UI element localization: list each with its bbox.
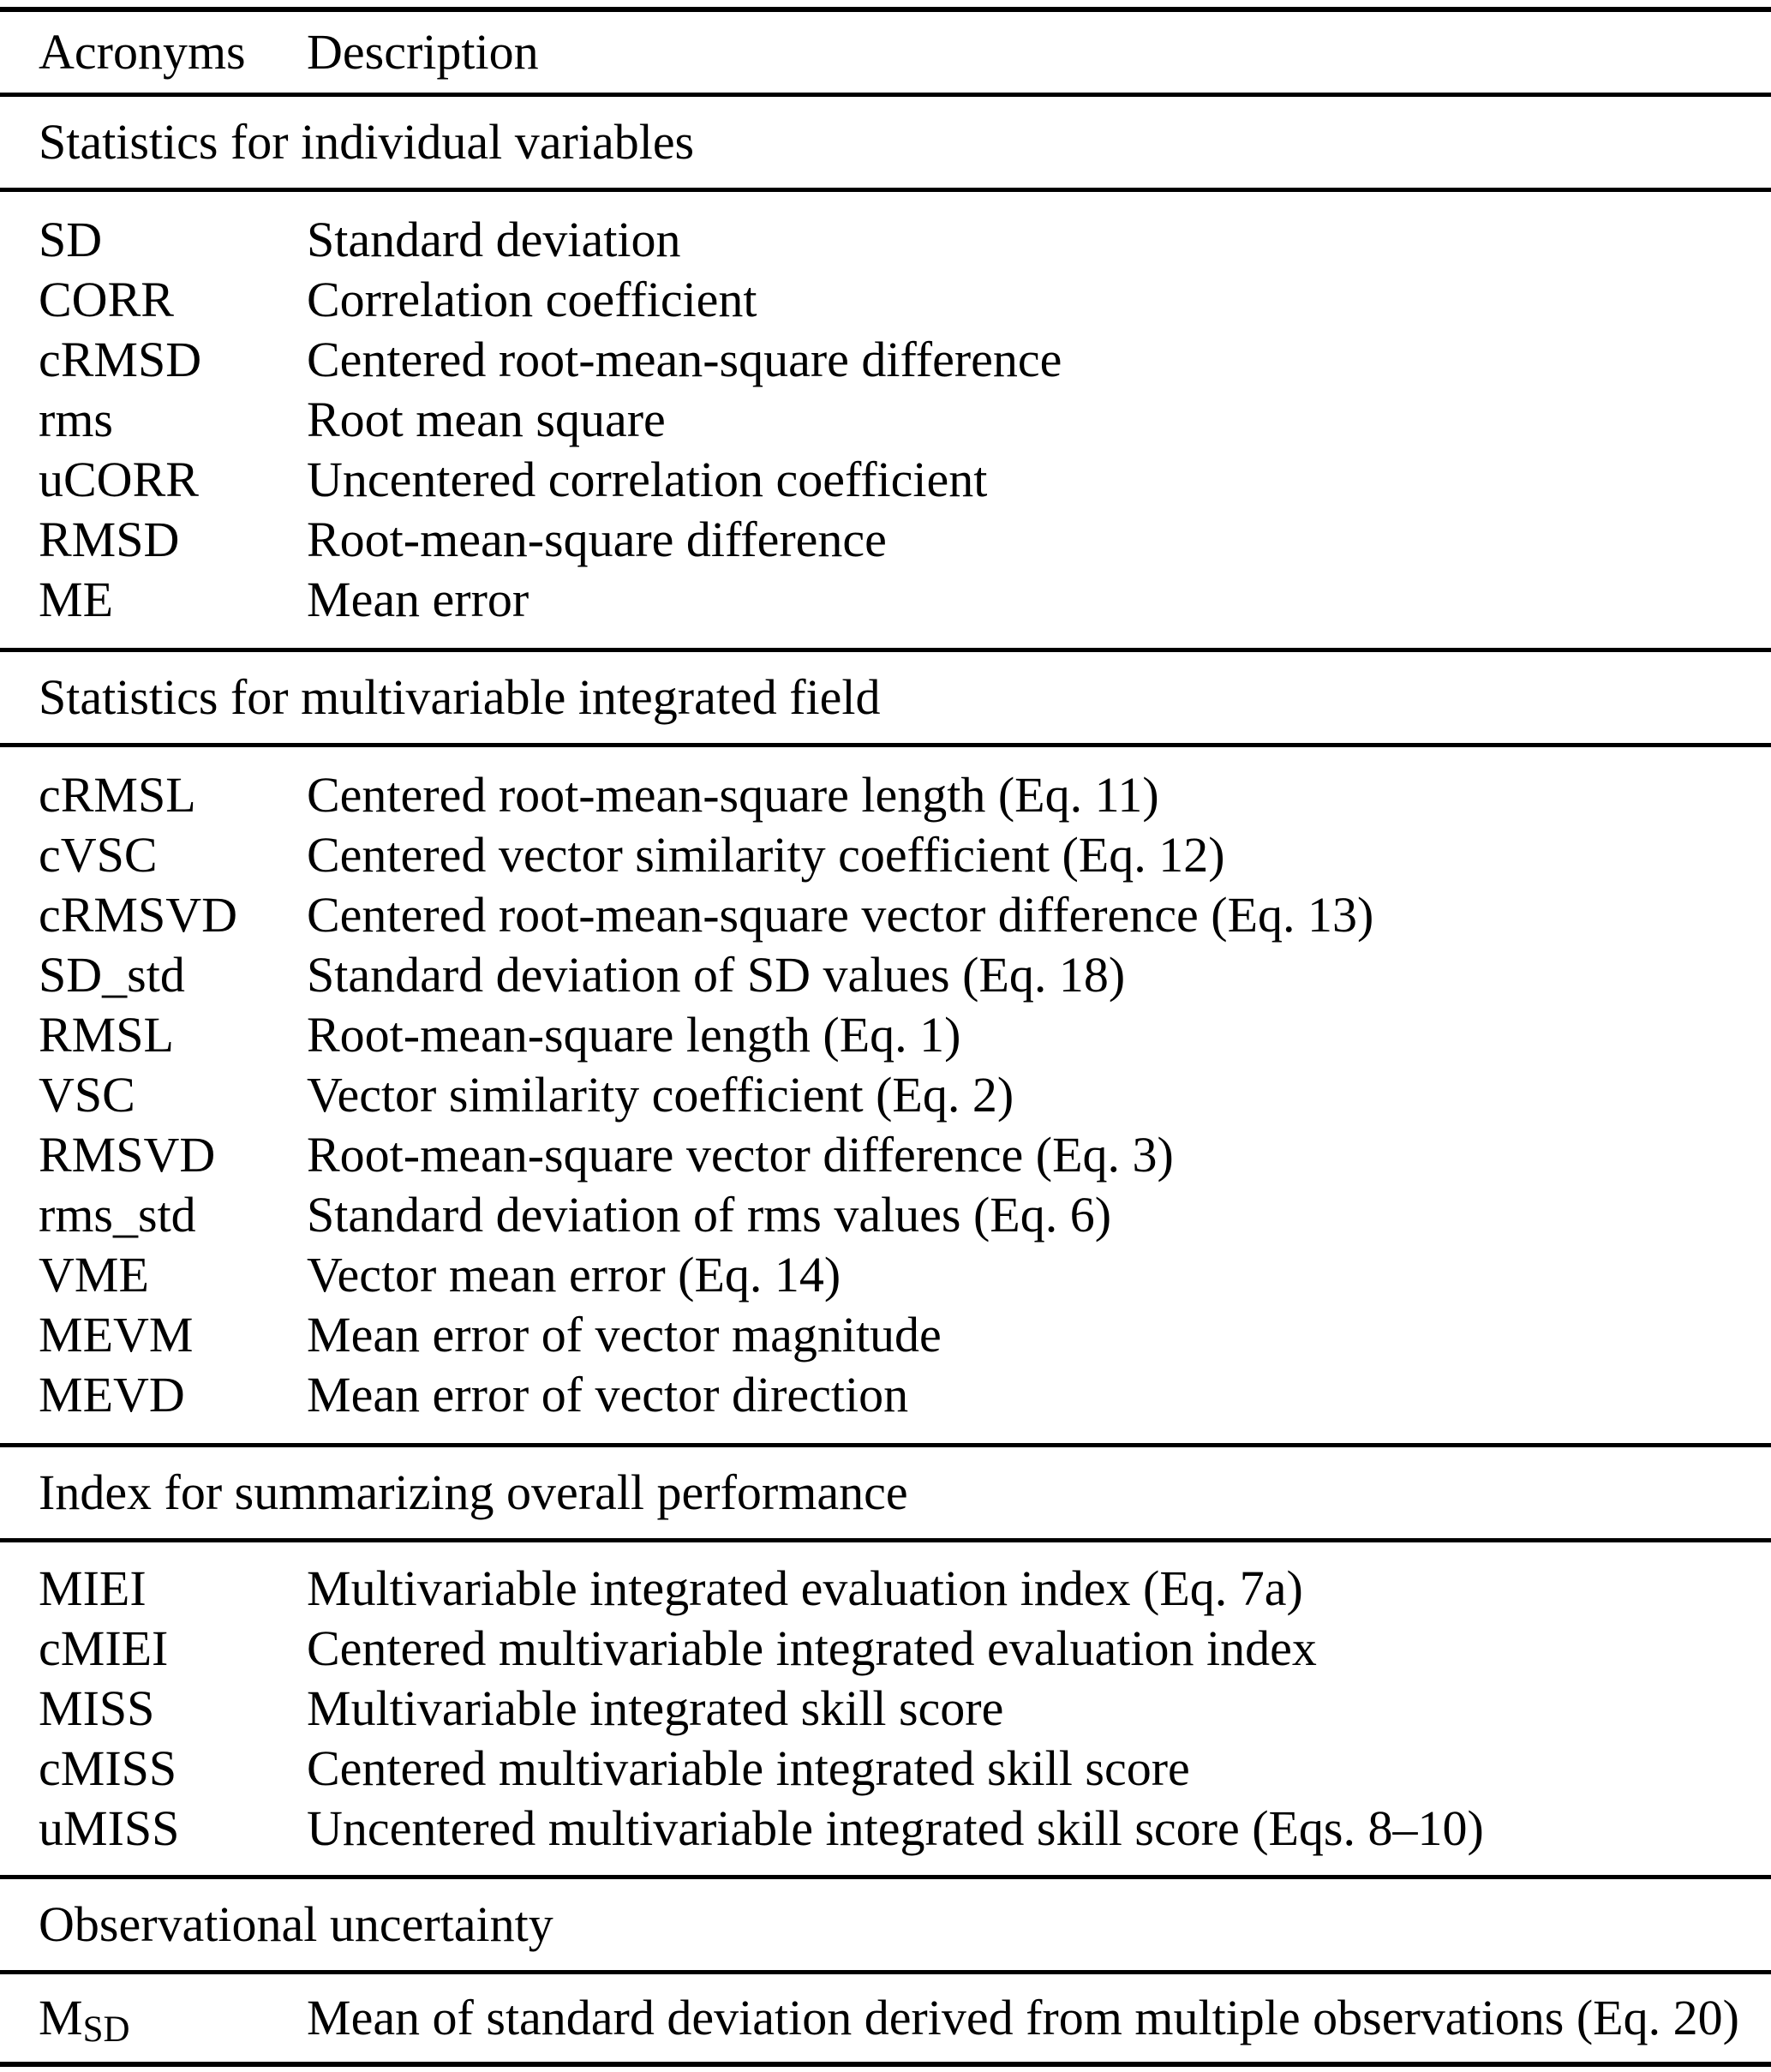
- description-cell: Root mean square: [307, 392, 666, 447]
- divider: [0, 93, 1771, 97]
- table-row: cMIEI Centered multivariable integrated …: [0, 1619, 1771, 1679]
- divider: [0, 1875, 1771, 1879]
- description-cell: Mean error of vector direction: [307, 1367, 909, 1422]
- table-row: cMISS Centered multivariable integrated …: [0, 1739, 1771, 1799]
- description-cell: Standard deviation: [307, 212, 681, 267]
- description-cell: Mean error of vector magnitude: [307, 1307, 942, 1362]
- description-cell: Mean error: [307, 572, 530, 627]
- table-bottom-rule: [0, 2062, 1771, 2067]
- table-row: MISS Multivariable integrated skill scor…: [0, 1679, 1771, 1739]
- table-row: SD_std Standard deviation of SD values (…: [0, 945, 1771, 1005]
- table-row: MIEI Multivariable integrated evaluation…: [0, 1559, 1771, 1619]
- description-cell: Centered multivariable integrated evalua…: [307, 1620, 1317, 1676]
- acronym-cell: MISS: [39, 1680, 155, 1736]
- acronym-cell: VME: [39, 1247, 149, 1302]
- description-cell: Uncentered correlation coefficient: [307, 452, 988, 507]
- table-row: MSD Mean of standard deviation derived f…: [0, 1988, 1771, 2048]
- description-cell: Standard deviation of rms values (Eq. 6): [307, 1187, 1112, 1243]
- description-cell: Mean of standard deviation derived from …: [307, 1990, 1739, 2045]
- section-title-multivariable-field: Statistics for multivariable integrated …: [39, 669, 881, 725]
- table-row: uCORR Uncentered correlation coefficient: [0, 450, 1771, 510]
- acronym-cell: uCORR: [39, 452, 199, 507]
- table-row: cRMSD Centered root-mean-square differen…: [0, 330, 1771, 390]
- description-cell: Root-mean-square difference: [307, 512, 887, 567]
- divider: [0, 1538, 1771, 1542]
- acronym-cell: VSC: [39, 1067, 135, 1123]
- acronym-cell: RMSD: [39, 512, 180, 567]
- table-row: SD Standard deviation: [0, 210, 1771, 270]
- acronym-subscript: SD: [82, 2009, 130, 2050]
- divider: [0, 648, 1771, 652]
- divider: [0, 743, 1771, 747]
- section-body-observational-uncertainty: MSD Mean of standard deviation derived f…: [0, 1974, 1771, 2062]
- table-row: uMISS Uncentered multivariable integrate…: [0, 1799, 1771, 1859]
- header-description: Description: [307, 24, 539, 80]
- section-body-individual-variables: SD Standard deviation CORR Correlation c…: [0, 192, 1771, 648]
- table-row: CORR Correlation coefficient: [0, 270, 1771, 330]
- acronym-base: M: [39, 1990, 83, 2045]
- description-cell: Vector similarity coefficient (Eq. 2): [307, 1067, 1014, 1123]
- table-row: MEVD Mean error of vector direction: [0, 1365, 1771, 1425]
- table-row: VME Vector mean error (Eq. 14): [0, 1245, 1771, 1305]
- table-top-rule: [0, 7, 1771, 12]
- acronym-cell: RMSVD: [39, 1127, 216, 1183]
- acronym-cell: rms: [39, 392, 113, 447]
- divider: [0, 188, 1771, 192]
- table-row: rms_std Standard deviation of rms values…: [0, 1185, 1771, 1245]
- table-header-row: Acronyms Description: [0, 12, 1771, 93]
- description-cell: Centered root-mean-square vector differe…: [307, 887, 1374, 943]
- acronym-cell: MEVD: [39, 1367, 185, 1422]
- acronym-cell: MSD: [39, 1988, 307, 2048]
- acronym-cell: ME: [39, 572, 113, 627]
- table-row: rms Root mean square: [0, 390, 1771, 450]
- divider: [0, 1443, 1771, 1447]
- description-cell: Centered multivariable integrated skill …: [307, 1740, 1190, 1796]
- acronym-cell: SD: [39, 212, 103, 267]
- description-cell: Standard deviation of SD values (Eq. 18): [307, 947, 1126, 1003]
- table-row: cRMSVD Centered root-mean-square vector …: [0, 885, 1771, 945]
- top-margin: [0, 0, 1771, 7]
- description-cell: Centered root-mean-square length (Eq. 11…: [307, 767, 1159, 823]
- acronym-cell: uMISS: [39, 1800, 180, 1856]
- description-cell: Centered root-mean-square difference: [307, 332, 1062, 387]
- acronym-cell: CORR: [39, 272, 174, 327]
- description-cell: Multivariable integrated evaluation inde…: [307, 1560, 1303, 1616]
- acronym-cell: cRMSD: [39, 332, 202, 387]
- section-body-multivariable-field: cRMSL Centered root-mean-square length (…: [0, 747, 1771, 1443]
- table-row: MEVM Mean error of vector magnitude: [0, 1305, 1771, 1365]
- acronym-cell: MIEI: [39, 1560, 147, 1616]
- section-title-observational-uncertainty: Observational uncertainty: [39, 1896, 553, 1952]
- table-row: VSC Vector similarity coefficient (Eq. 2…: [0, 1065, 1771, 1125]
- acronym-cell: rms_std: [39, 1187, 196, 1243]
- section-body-overall-performance: MIEI Multivariable integrated evaluation…: [0, 1542, 1771, 1875]
- header-acronyms: Acronyms: [39, 24, 246, 80]
- description-cell: Multivariable integrated skill score: [307, 1680, 1004, 1736]
- table-row: cVSC Centered vector similarity coeffici…: [0, 825, 1771, 885]
- description-cell: Correlation coefficient: [307, 272, 757, 327]
- acronym-cell: cMIEI: [39, 1620, 169, 1676]
- acronym-cell: cVSC: [39, 827, 158, 883]
- description-cell: Uncentered multivariable integrated skil…: [307, 1800, 1484, 1856]
- table-row: RMSVD Root-mean-square vector difference…: [0, 1125, 1771, 1185]
- acronym-cell: SD_std: [39, 947, 185, 1003]
- table-row: cRMSL Centered root-mean-square length (…: [0, 765, 1771, 825]
- description-cell: Centered vector similarity coefficient (…: [307, 827, 1225, 883]
- acronym-cell: cRMSVD: [39, 887, 238, 943]
- table-row: RMSL Root-mean-square length (Eq. 1): [0, 1005, 1771, 1065]
- description-cell: Vector mean error (Eq. 14): [307, 1247, 841, 1302]
- description-cell: Root-mean-square length (Eq. 1): [307, 1007, 961, 1063]
- description-cell: Root-mean-square vector difference (Eq. …: [307, 1127, 1174, 1183]
- acronym-cell: cRMSL: [39, 767, 196, 823]
- divider: [0, 1970, 1771, 1974]
- acronym-cell: RMSL: [39, 1007, 174, 1063]
- table-row: ME Mean error: [0, 570, 1771, 630]
- table-row: RMSD Root-mean-square difference: [0, 510, 1771, 570]
- section-title-overall-performance: Index for summarizing overall performanc…: [39, 1464, 908, 1520]
- acronym-cell: MEVM: [39, 1307, 194, 1362]
- acronym-cell: cMISS: [39, 1740, 177, 1796]
- section-title-individual-variables: Statistics for individual variables: [39, 114, 695, 170]
